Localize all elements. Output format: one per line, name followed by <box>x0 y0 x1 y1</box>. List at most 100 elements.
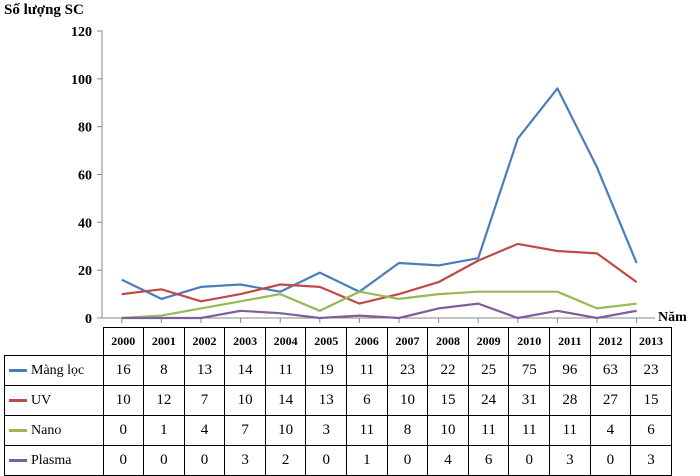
y-tick-label: 80 <box>78 121 92 136</box>
year-header: 2000 <box>102 327 145 356</box>
data-value-cell: 15 <box>427 385 469 416</box>
data-value-cell: 31 <box>508 385 551 416</box>
legend-entry: Plasma <box>4 445 104 476</box>
data-value-cell: 4 <box>427 445 469 476</box>
series-row: Màng lọc 16 8 13 14 11 19 11 23 22 25 75 96 63 23 <box>4 355 672 386</box>
year-header: 2001 <box>143 327 185 356</box>
data-value-cell: 13 <box>305 385 348 416</box>
data-value-cell: 12 <box>143 385 185 416</box>
data-value-cell: 10 <box>102 385 145 416</box>
year-header-row: 2000 2001 2002 2003 2004 2005 2006 2007 2008 2009… <box>4 327 672 356</box>
data-value-cell: 25 <box>467 355 510 386</box>
data-value-cell: 28 <box>549 385 591 416</box>
data-value-cell: 0 <box>102 445 145 476</box>
data-value-cell: 6 <box>467 445 510 476</box>
data-value-cell: 7 <box>224 415 266 446</box>
table-corner <box>4 327 104 356</box>
data-value-cell: 11 <box>467 415 510 446</box>
legend-swatch <box>9 368 27 372</box>
data-value-cell: 3 <box>305 415 348 446</box>
data-value-cell: 14 <box>264 385 307 416</box>
series-name: Màng lọc <box>31 362 85 378</box>
data-value-cell: 4 <box>589 415 632 446</box>
data-value-cell: 14 <box>224 355 266 386</box>
data-value-cell: 7 <box>183 385 226 416</box>
legend-swatch <box>9 398 27 402</box>
year-header: 2009 <box>467 327 510 356</box>
data-value-cell: 75 <box>508 355 551 386</box>
series-name: Plasma <box>31 452 72 468</box>
x-axis-title: Năm <box>658 310 687 325</box>
series-lines <box>121 87 638 320</box>
data-value-cell: 23 <box>386 355 429 386</box>
year-header: 2005 <box>305 327 348 356</box>
data-value-cell: 11 <box>549 415 591 446</box>
year-header: 2003 <box>224 327 266 356</box>
year-header: 2013 <box>630 327 672 356</box>
legend-entry: UV <box>4 385 104 416</box>
legend-entry: Nano <box>4 415 104 446</box>
y-tick-label: 100 <box>71 73 92 88</box>
data-value-cell: 0 <box>143 445 185 476</box>
year-header: 2012 <box>589 327 632 356</box>
y-tick-label: 0 <box>85 312 92 327</box>
y-tick-label: 60 <box>78 169 92 184</box>
year-header: 2004 <box>264 327 307 356</box>
y-axis: 0 20 40 60 80 100 120 <box>71 25 655 327</box>
data-value-cell: 1 <box>143 415 185 446</box>
data-value-cell: 8 <box>143 355 185 386</box>
line-chart: 0 20 40 60 80 100 120 <box>71 25 655 327</box>
data-value-cell: 24 <box>467 385 510 416</box>
data-value-cell: 13 <box>183 355 226 386</box>
year-header: 2010 <box>508 327 551 356</box>
data-value-cell: 11 <box>264 355 307 386</box>
series-row: Nano 0 1 4 7 10 3 11 8 10 11 11 11 4 6 <box>4 415 672 446</box>
data-value-cell: 22 <box>427 355 469 386</box>
data-value-cell: 63 <box>589 355 632 386</box>
y-axis-title: Số lượng SC <box>4 2 84 18</box>
series-row: UV 10 12 7 10 14 13 6 10 15 24 31 28 27 15 <box>4 385 672 416</box>
data-value-cell: 6 <box>630 415 672 446</box>
year-header: 2002 <box>183 327 226 356</box>
data-value-cell: 10 <box>264 415 307 446</box>
data-value-cell: 0 <box>305 445 348 476</box>
data-value-cell: 0 <box>102 415 145 446</box>
data-value-cell: 10 <box>386 385 429 416</box>
data-value-cell: 0 <box>589 445 632 476</box>
data-value-cell: 8 <box>386 415 429 446</box>
series-line-0 <box>121 87 638 300</box>
data-table: 2000 2001 2002 2003 2004 2005 2006 2007 2008 2009… <box>4 327 672 476</box>
data-value-cell: 0 <box>508 445 551 476</box>
y-tick-label: 120 <box>71 25 92 40</box>
data-value-cell: 11 <box>346 415 388 446</box>
data-value-cell: 0 <box>183 445 226 476</box>
data-value-cell: 15 <box>630 385 672 416</box>
data-value-cell: 27 <box>589 385 632 416</box>
legend-swatch <box>9 458 27 462</box>
series-line-1 <box>121 242 638 305</box>
data-value-cell: 23 <box>630 355 672 386</box>
y-tick-label: 40 <box>78 216 92 231</box>
data-value-cell: 10 <box>224 385 266 416</box>
data-value-cell: 3 <box>224 445 266 476</box>
series-name: Nano <box>31 422 62 438</box>
data-value-cell: 11 <box>508 415 551 446</box>
data-value-cell: 3 <box>630 445 672 476</box>
data-value-cell: 6 <box>346 385 388 416</box>
year-header: 2006 <box>346 327 388 356</box>
data-value-cell: 16 <box>102 355 145 386</box>
data-value-cell: 3 <box>549 445 591 476</box>
data-value-cell: 1 <box>346 445 388 476</box>
legend-entry: Màng lọc <box>4 355 104 386</box>
y-tick-label: 20 <box>78 264 92 279</box>
series-name: UV <box>31 392 52 408</box>
series-line-2 <box>121 290 637 320</box>
data-value-cell: 10 <box>427 415 469 446</box>
data-value-cell: 0 <box>386 445 429 476</box>
legend-swatch <box>9 428 27 432</box>
data-value-cell: 4 <box>183 415 226 446</box>
year-header: 2011 <box>549 327 591 356</box>
series-line-3 <box>121 302 637 320</box>
year-header: 2007 <box>386 327 429 356</box>
series-row: Plasma 0 0 0 3 2 0 1 0 4 6 0 3 0 3 <box>4 445 672 476</box>
